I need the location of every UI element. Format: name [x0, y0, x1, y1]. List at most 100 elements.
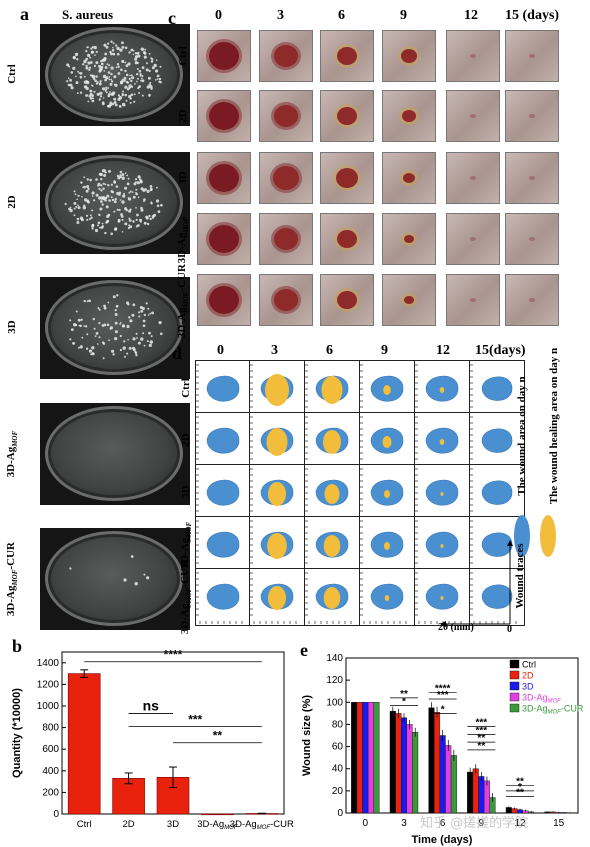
legend-swatch — [509, 703, 520, 713]
bar — [483, 780, 490, 814]
petri-plate — [45, 531, 183, 626]
category-label: Ctrl — [77, 819, 92, 830]
legend-label: 3D-AgMOF-CUR — [522, 704, 584, 716]
day-header-c-1: 3 — [277, 8, 284, 23]
bar — [367, 702, 374, 814]
bar — [467, 771, 474, 814]
panel-a-label: a — [20, 4, 29, 24]
wound-photo — [197, 30, 251, 82]
dish-row-label-3: 3D — [6, 320, 18, 334]
panel-c-label: c — [168, 8, 176, 28]
wound-photo — [197, 152, 251, 204]
significance-label: *** — [475, 725, 487, 736]
panel-a-title: S. aureus — [62, 7, 114, 22]
wound-trace-tile — [469, 568, 525, 626]
legend-swatch — [509, 692, 520, 702]
wound-photo — [382, 152, 436, 204]
wound-trace-tile — [359, 516, 415, 574]
legend-wound-area: The wound area on day n — [516, 376, 528, 496]
category-label: 3D-AgMOF-CUR — [230, 819, 294, 831]
bar — [400, 717, 407, 814]
wound-photo — [382, 90, 436, 142]
significance-label: ** — [516, 787, 524, 798]
petri-dish-1 — [40, 24, 190, 126]
wound-trace-tile — [304, 412, 360, 470]
y-tick-label: 20 — [332, 786, 344, 797]
dish-row-label-2: 2D — [6, 195, 18, 209]
day-header-c-3: 9 — [400, 8, 407, 23]
bar-chart-b: 0 200 400 600 800 1000 1200 1400 Quantity (*1000… — [11, 648, 294, 831]
wound-photo — [446, 213, 500, 265]
significance-label: *** — [475, 718, 487, 729]
legend-healing-area: The wound healing area on day n — [548, 347, 560, 505]
dish-row-label-4: 3D-AgMOF — [4, 430, 20, 478]
wound-trace-tile — [359, 464, 415, 522]
scale-axes — [507, 540, 513, 624]
legend-label: 2D — [522, 671, 534, 681]
bar — [445, 745, 452, 814]
wound-trace-tile — [195, 464, 251, 522]
bar — [112, 778, 145, 815]
y-axis-label: Wound size (%) — [301, 695, 313, 776]
wound-photo — [446, 90, 500, 142]
y-tick-label: 100 — [326, 697, 343, 708]
wound-trace-tile — [249, 464, 305, 522]
wound-trace-tile — [195, 360, 251, 418]
significance-label: *** — [188, 713, 202, 727]
bar — [356, 702, 363, 814]
day-header-c-4: 12 — [464, 8, 478, 23]
wound-photo — [320, 152, 374, 204]
petri-dish-5 — [40, 528, 190, 630]
wound-area-legend-icon — [514, 515, 530, 557]
wound-photo — [446, 152, 500, 204]
dish-row-label-1: Ctrl — [6, 64, 18, 84]
legend-label: 3D — [522, 682, 534, 692]
panel-d-label: d — [172, 343, 183, 363]
y-tick-label: 40 — [332, 764, 344, 775]
wound-photo — [382, 274, 436, 326]
y-tick-label: 60 — [332, 742, 344, 753]
wound-trace-tile — [359, 412, 415, 470]
x-tick-label: 6 — [440, 818, 446, 829]
petri-dish-4 — [40, 403, 190, 505]
watermark: 知乎 @搓搓的学院 — [420, 816, 529, 831]
y-tick-label: 1200 — [37, 679, 60, 690]
wound-trace-tile — [304, 360, 360, 418]
wound-trace-tile — [469, 412, 525, 470]
wound-photo — [320, 274, 374, 326]
legend-label: Ctrl — [522, 660, 536, 670]
wound-photo — [320, 90, 374, 142]
bar — [373, 702, 380, 814]
photo-row-label-5: 3D-AgMOF-CUR — [175, 264, 191, 339]
day-header-d-2: 6 — [326, 343, 333, 358]
trace-row-label-5: 3D-AgMOF-CUR — [178, 560, 194, 635]
x-tick-label: 0 — [363, 818, 369, 829]
bar — [362, 702, 369, 814]
x-tick-label: 3 — [401, 818, 407, 829]
significance-label: *** — [437, 690, 449, 701]
wound-photo — [505, 274, 559, 326]
wound-photo — [259, 152, 313, 204]
panel-b-label: b — [12, 636, 23, 656]
wound-trace-tile — [414, 360, 470, 418]
bar — [67, 673, 101, 815]
wound-photo — [505, 213, 559, 265]
petri-plate — [45, 406, 183, 501]
wound-photo — [259, 90, 313, 142]
wound-photo — [505, 152, 559, 204]
wound-trace-tile — [195, 568, 251, 626]
y-tick-label: 600 — [42, 744, 59, 755]
wound-photo — [197, 213, 251, 265]
wound-photo — [197, 90, 251, 142]
day-header-c-5: 15 (days) — [505, 8, 560, 23]
significance-label: * — [441, 704, 445, 715]
wound-trace-tile — [195, 516, 251, 574]
wound-photo — [382, 213, 436, 265]
petri-plate — [45, 155, 183, 250]
significance-label: **** — [435, 683, 451, 694]
wound-photo — [446, 274, 500, 326]
y-tick-label: 120 — [326, 675, 343, 686]
significance-label: ** — [516, 776, 524, 787]
scale-zero: 0 — [507, 624, 512, 635]
legend-swatch — [509, 681, 520, 691]
